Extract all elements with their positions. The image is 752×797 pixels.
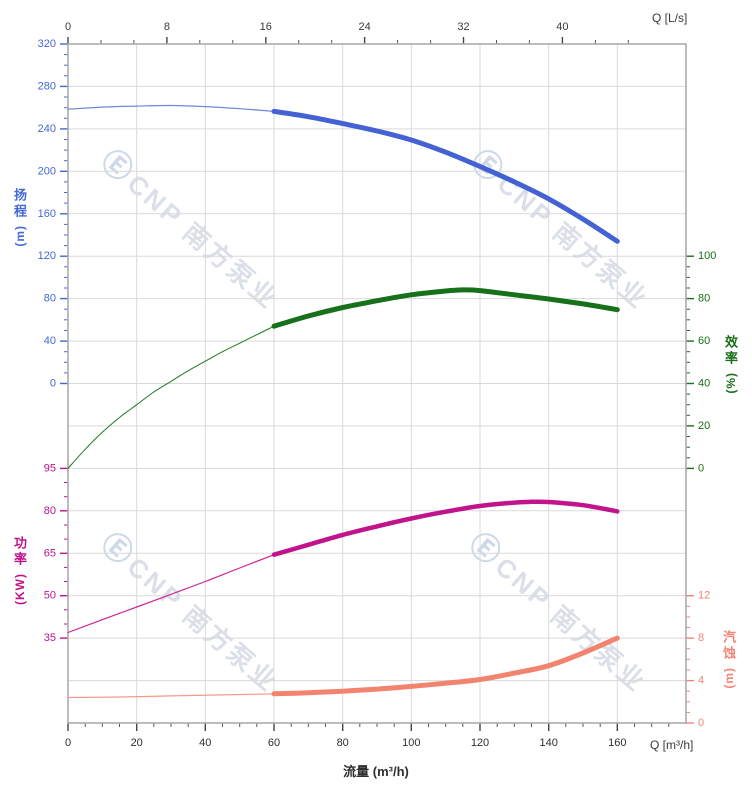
npsh-axis-tick-label: 0 <box>698 717 704 729</box>
head-axis-title-text: 扬程 <box>12 188 27 220</box>
power-axis-tick-label: 80 <box>44 505 56 517</box>
eff-axis-tick-label: 60 <box>698 335 710 347</box>
bottom-axis-unit-label: Q [m³/h] <box>650 738 694 752</box>
eff-axis-tick-label: 40 <box>698 378 710 390</box>
bottom-axis-tick-label: 60 <box>268 737 280 749</box>
power-axis-tick-label: 95 <box>44 462 56 474</box>
eff-axis-tick-label: 0 <box>698 462 704 474</box>
bottom-axis-tick-label: 0 <box>65 737 71 749</box>
top-axis-tick-label: 0 <box>65 21 71 33</box>
bottom-axis-tick-label: 140 <box>540 737 558 749</box>
bottom-axis-tick-label: 20 <box>131 737 143 749</box>
bottom-axis-tick-label: 160 <box>608 737 626 749</box>
head-curve-thick <box>271 108 620 244</box>
bottom-axis-tick-label: 80 <box>337 737 349 749</box>
power-axis-tick-label: 35 <box>44 632 56 644</box>
head-axis-tick-label: 160 <box>38 208 56 220</box>
head-axis-tick-label: 0 <box>50 378 56 390</box>
efficiency-curve-thin <box>67 325 275 469</box>
head-axis-tick-label: 280 <box>38 80 56 92</box>
top-axis-tick-label: 8 <box>164 21 170 33</box>
eff-axis-tick-label: 80 <box>698 293 710 305</box>
npsh-axis-title: 汽蚀 (m) <box>719 630 738 689</box>
efficiency-axis-unit: (%) <box>723 372 738 394</box>
top-axis-unit-label: Q [L/s] <box>652 11 688 25</box>
head-axis-tick-label: 80 <box>44 293 56 305</box>
bottom-axis-tick-label: 100 <box>402 737 420 749</box>
top-axis-tick-label: 32 <box>457 21 469 33</box>
npsh-axis-tick-label: 12 <box>698 590 710 602</box>
npsh-axis-title-text: 汽蚀 <box>721 630 736 662</box>
top-axis-tick-label: 24 <box>358 21 370 33</box>
power-curve-thick <box>271 499 620 557</box>
bottom-axis-tick-label: 40 <box>199 737 211 749</box>
top-axis-tick-label: 16 <box>260 21 272 33</box>
efficiency-axis-title: 效率 (%) <box>721 335 740 394</box>
plot-frame <box>67 43 687 724</box>
npsh-curve-thin <box>67 693 275 699</box>
npsh-curve-thick <box>271 635 620 697</box>
power-axis-tick-label: 65 <box>44 547 56 559</box>
head-axis-tick-label: 120 <box>38 250 56 262</box>
head-axis-tick-label: 200 <box>38 165 56 177</box>
head-axis-title: 扬程 (m) <box>10 188 29 247</box>
npsh-axis-tick-label: 4 <box>698 675 704 687</box>
npsh-axis-unit: (m) <box>721 667 736 689</box>
head-axis-tick-label: 40 <box>44 335 56 347</box>
power-axis-unit: (KW) <box>12 573 27 605</box>
head-axis-tick-label: 240 <box>38 123 56 135</box>
eff-axis-tick-label: 20 <box>698 420 710 432</box>
bottom-axis-tick-label: 120 <box>471 737 489 749</box>
npsh-axis-tick-label: 8 <box>698 632 704 644</box>
head-axis-unit: (m) <box>12 225 27 247</box>
head-curve-thin <box>67 104 275 112</box>
efficiency-curve-thick <box>271 287 620 329</box>
head-axis-tick-label: 320 <box>38 38 56 50</box>
eff-axis-tick-label: 100 <box>698 250 716 262</box>
power-curve-thin <box>67 554 275 634</box>
bottom-axis-title: 流量 (m³/h) <box>343 764 409 779</box>
power-axis-tick-label: 50 <box>44 590 56 602</box>
power-axis-title: 功率 (KW) <box>10 536 29 605</box>
top-axis-tick-label: 40 <box>556 21 568 33</box>
efficiency-axis-title-text: 效率 <box>723 335 738 367</box>
power-axis-title-text: 功率 <box>12 536 27 568</box>
